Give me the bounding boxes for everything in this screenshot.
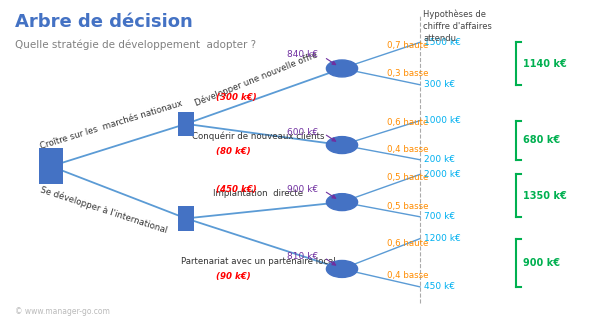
Text: Arbre de décision: Arbre de décision bbox=[15, 13, 193, 31]
Text: 1350 k€: 1350 k€ bbox=[523, 191, 567, 200]
Text: Implantation  directe: Implantation directe bbox=[213, 189, 303, 198]
Text: 0,4 basse: 0,4 basse bbox=[387, 271, 428, 280]
Text: 0,3 basse: 0,3 basse bbox=[387, 69, 428, 78]
Text: 1500 k€: 1500 k€ bbox=[424, 38, 460, 47]
Text: 1140 k€: 1140 k€ bbox=[523, 59, 567, 68]
Text: (80 k€): (80 k€) bbox=[216, 147, 251, 156]
Text: (450 k€): (450 k€) bbox=[216, 185, 257, 194]
Text: 0,7 haute: 0,7 haute bbox=[387, 40, 428, 50]
Text: 900 k€: 900 k€ bbox=[287, 185, 318, 194]
Circle shape bbox=[326, 194, 358, 211]
Text: 0,5 basse: 0,5 basse bbox=[387, 202, 428, 211]
Text: 0,5 haute: 0,5 haute bbox=[387, 173, 428, 182]
Circle shape bbox=[326, 260, 358, 277]
Text: Développer une nouvelle offre: Développer une nouvelle offre bbox=[193, 50, 319, 108]
Text: 900 k€: 900 k€ bbox=[523, 258, 560, 268]
Circle shape bbox=[326, 60, 358, 77]
Bar bbox=[178, 206, 194, 231]
Text: (90 k€): (90 k€) bbox=[216, 272, 251, 281]
Text: 450 k€: 450 k€ bbox=[424, 282, 455, 291]
Text: 0,6 haute: 0,6 haute bbox=[387, 239, 428, 248]
Text: Quelle stratégie de développement  adopter ?: Quelle stratégie de développement adopte… bbox=[15, 39, 256, 50]
Text: 1000 k€: 1000 k€ bbox=[424, 116, 460, 125]
Text: Conquérir de nouveaux clients: Conquérir de nouveaux clients bbox=[192, 132, 324, 141]
Text: 200 k€: 200 k€ bbox=[424, 155, 455, 164]
Text: 2000 k€: 2000 k€ bbox=[424, 170, 460, 179]
Text: 700 k€: 700 k€ bbox=[424, 212, 455, 221]
Circle shape bbox=[326, 137, 358, 154]
Text: 1200 k€: 1200 k€ bbox=[424, 234, 460, 243]
Text: © www.manager-go.com: © www.manager-go.com bbox=[15, 307, 110, 316]
Bar bbox=[178, 111, 194, 136]
Text: Partenariat avec un partenaire local: Partenariat avec un partenaire local bbox=[181, 257, 335, 266]
Text: Croître sur les  marchés nationaux: Croître sur les marchés nationaux bbox=[39, 98, 184, 151]
Text: 810 k€: 810 k€ bbox=[287, 252, 318, 261]
Text: 300 k€: 300 k€ bbox=[424, 80, 455, 89]
Text: 0,6 haute: 0,6 haute bbox=[387, 118, 428, 127]
Text: 600 k€: 600 k€ bbox=[287, 128, 318, 137]
Text: 680 k€: 680 k€ bbox=[523, 135, 560, 145]
Text: Se développer à l'international: Se développer à l'international bbox=[39, 185, 168, 235]
Text: Hypothèses de
chiffre d'affaires
attendu: Hypothèses de chiffre d'affaires attendu bbox=[423, 10, 492, 43]
Text: 840 k€: 840 k€ bbox=[287, 50, 318, 59]
Text: 0,4 basse: 0,4 basse bbox=[387, 145, 428, 154]
Text: (300 k€): (300 k€) bbox=[216, 93, 257, 102]
Bar bbox=[39, 148, 63, 184]
